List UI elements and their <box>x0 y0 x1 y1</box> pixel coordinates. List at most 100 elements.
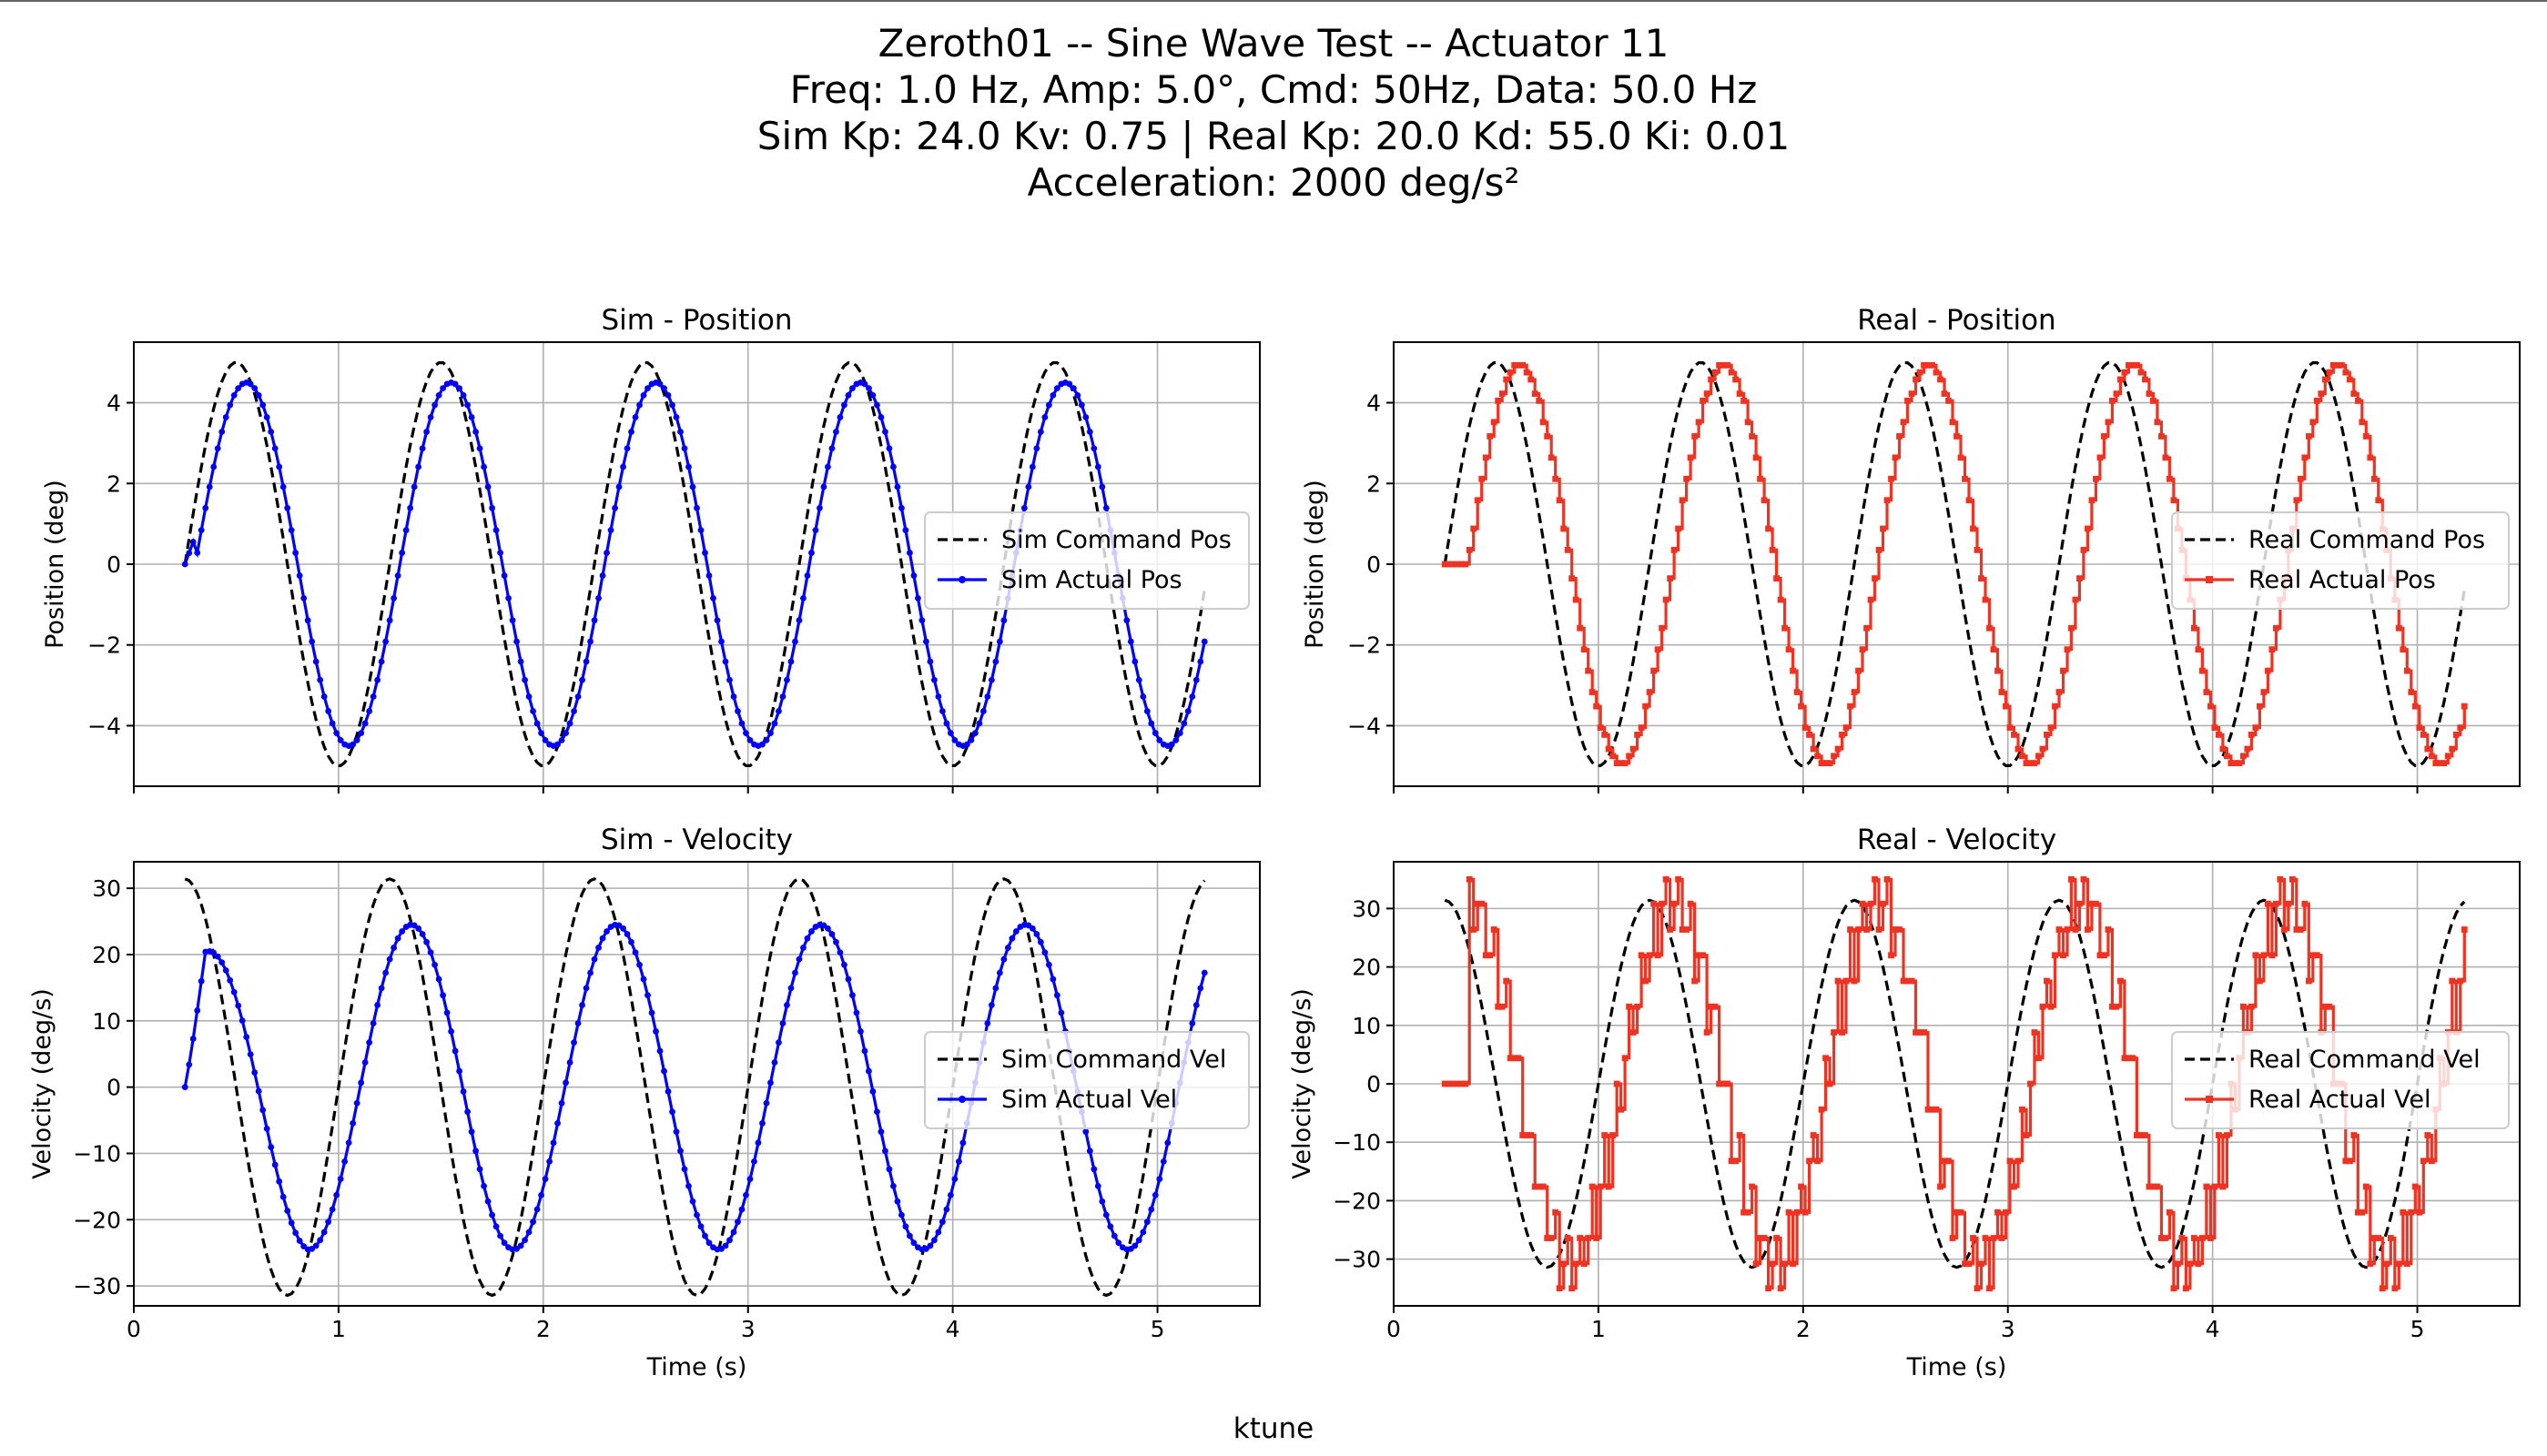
data-point <box>624 445 631 452</box>
data-point <box>1986 624 1993 632</box>
subplot-real-velocity: 0 1 2 3 4 5 −30 −20 −10 0 10 20 30 Real - Velocity Tim… <box>1288 824 2521 1381</box>
data-point <box>2162 1235 2169 1241</box>
data-point <box>1135 676 1142 683</box>
data-point <box>2076 575 2083 582</box>
data-point <box>1148 1206 1155 1213</box>
data-point <box>2166 1208 2173 1216</box>
data-point <box>407 504 414 511</box>
data-point <box>309 638 316 645</box>
data-point <box>1785 646 1792 653</box>
data-point <box>1527 376 1535 383</box>
data-point <box>1041 414 1049 420</box>
data-point <box>189 539 197 545</box>
data-point <box>1498 1003 1506 1010</box>
data-point <box>702 1232 708 1239</box>
data-point <box>2195 1260 2202 1268</box>
data-point <box>1662 596 1669 603</box>
data-point <box>419 931 426 937</box>
data-point <box>1487 433 1494 440</box>
data-point <box>2305 977 2312 985</box>
data-point <box>2452 731 2460 738</box>
data-point <box>2137 1132 2145 1138</box>
data-point <box>1000 956 1008 963</box>
data-point <box>677 429 684 435</box>
data-point <box>1654 952 1661 959</box>
data-point <box>685 1182 692 1189</box>
data-point <box>2277 875 2284 883</box>
data-point <box>1099 1198 1106 1205</box>
data-point <box>279 1193 287 1200</box>
data-point <box>837 949 844 956</box>
data-point <box>1547 1235 1555 1241</box>
data-point <box>1793 689 1801 695</box>
data-point <box>448 1028 455 1035</box>
data-point <box>1515 361 1522 369</box>
data-point <box>533 720 541 727</box>
data-point <box>2117 977 2124 985</box>
x-tick-label: 3 <box>2001 1316 2015 1342</box>
data-point <box>927 1242 934 1249</box>
data-point <box>1544 433 1551 440</box>
y-tick-label: 20 <box>1352 955 1381 981</box>
data-point <box>198 527 205 533</box>
data-point <box>2244 745 2251 753</box>
data-point <box>2134 361 2140 369</box>
legend: Real Command Vel Real Actual Vel <box>2171 1031 2510 1129</box>
data-point <box>546 1158 553 1165</box>
data-point <box>1629 745 1637 753</box>
data-point <box>878 1128 885 1136</box>
data-point <box>2166 475 2173 482</box>
data-point <box>866 1067 872 1075</box>
data-point <box>1724 1080 1731 1087</box>
data-point <box>427 949 434 956</box>
data-point <box>522 676 528 683</box>
data-point <box>525 1228 533 1236</box>
data-point <box>1777 596 1784 603</box>
data-point <box>288 527 295 533</box>
data-point <box>1953 433 1960 440</box>
data-point <box>2035 753 2042 760</box>
data-point <box>1781 1260 1788 1268</box>
data-point <box>481 1182 487 1189</box>
data-point <box>435 391 442 399</box>
data-point <box>2117 376 2124 383</box>
data-point <box>542 1176 549 1182</box>
data-point <box>2223 1132 2230 1138</box>
data-point <box>337 736 344 743</box>
data-point <box>656 380 664 388</box>
data-point <box>566 720 573 727</box>
data-point <box>902 1223 909 1230</box>
data-point <box>235 385 242 392</box>
data-point <box>1695 952 1702 959</box>
data-point <box>2011 1183 2017 1190</box>
data-point <box>2457 724 2464 731</box>
data-point <box>1050 976 1057 983</box>
data-point <box>497 550 503 556</box>
data-point <box>2142 1132 2148 1138</box>
data-point <box>2342 1158 2349 1165</box>
data-point <box>767 730 774 737</box>
data-point <box>1197 985 1204 992</box>
data-point <box>591 956 598 963</box>
data-point <box>792 638 798 645</box>
data-point <box>894 1198 901 1205</box>
data-point <box>992 985 1000 992</box>
data-point <box>423 938 431 945</box>
data-point <box>2305 433 2312 440</box>
data-point <box>1580 1260 1588 1268</box>
data-point <box>2055 689 2063 695</box>
data-point <box>1560 1260 1568 1268</box>
data-point <box>337 1176 344 1182</box>
y-tick-label: −20 <box>1333 1188 1381 1214</box>
data-point <box>243 1034 250 1040</box>
data-point <box>665 1088 672 1095</box>
figure-title-line: Sim Kp: 24.0 Kv: 0.75 | Real Kp: 20.0 Kd… <box>757 114 1790 158</box>
data-point <box>284 1208 291 1214</box>
data-point <box>1168 741 1175 748</box>
data-point <box>1908 977 1915 985</box>
data-point <box>1883 875 1891 883</box>
data-point <box>2211 724 2218 731</box>
data-point <box>366 708 373 714</box>
data-point <box>710 595 716 602</box>
data-point <box>1875 926 1882 933</box>
